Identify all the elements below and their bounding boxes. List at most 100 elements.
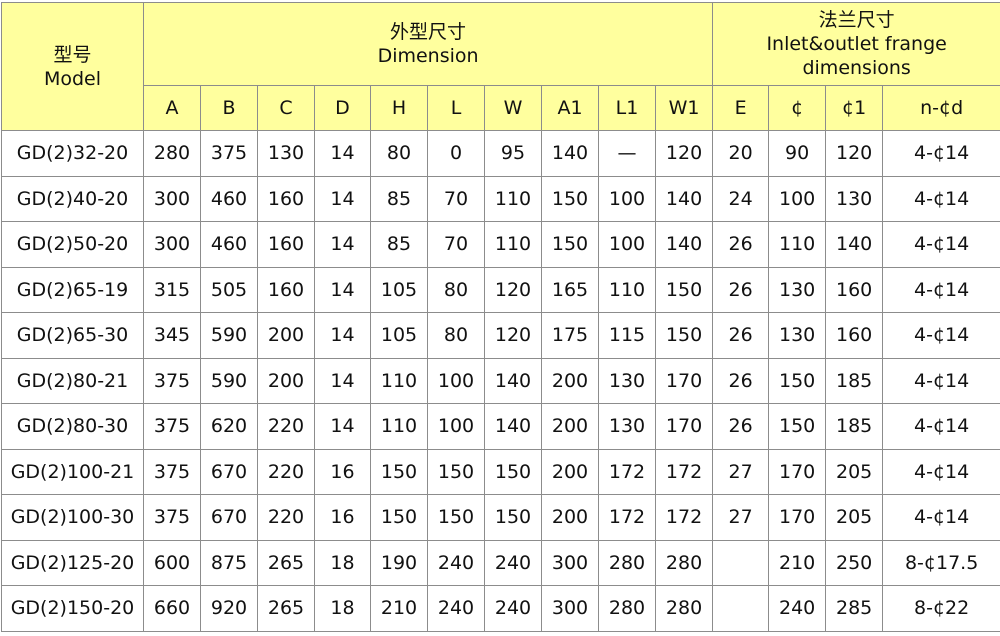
value-cell: 140 xyxy=(656,176,713,222)
value-cell: 130 xyxy=(599,358,656,404)
value-cell: 190 xyxy=(371,540,428,586)
value-cell: 200 xyxy=(542,449,599,495)
flange-header-en-2: dimensions xyxy=(713,56,1000,80)
value-cell: 590 xyxy=(201,358,258,404)
value-cell: 150 xyxy=(428,449,485,495)
value-cell: 300 xyxy=(144,176,201,222)
value-cell: 110 xyxy=(599,267,656,313)
value-cell: 140 xyxy=(485,358,542,404)
value-cell: 172 xyxy=(656,449,713,495)
value-cell: 4-¢14 xyxy=(883,358,1000,404)
value-cell: 140 xyxy=(826,222,883,268)
value-cell: 27 xyxy=(713,495,769,541)
value-cell: 300 xyxy=(542,540,599,586)
value-cell: 240 xyxy=(428,586,485,632)
value-cell: 90 xyxy=(769,131,826,177)
value-cell: 0 xyxy=(428,131,485,177)
value-cell: 115 xyxy=(599,313,656,359)
value-cell: 670 xyxy=(201,495,258,541)
column-header: W1 xyxy=(656,86,713,131)
column-header: ¢1 xyxy=(826,86,883,131)
model-cell: GD(2)125-20 xyxy=(2,540,144,586)
value-cell: 375 xyxy=(144,449,201,495)
value-cell: 660 xyxy=(144,586,201,632)
value-cell: 670 xyxy=(201,449,258,495)
model-cell: GD(2)80-30 xyxy=(2,404,144,450)
column-header: H xyxy=(371,86,428,131)
value-cell: 100 xyxy=(599,176,656,222)
value-cell xyxy=(713,586,769,632)
value-cell: 14 xyxy=(315,222,371,268)
value-cell: 4-¢14 xyxy=(883,131,1000,177)
value-cell: 240 xyxy=(485,586,542,632)
value-cell: 375 xyxy=(144,495,201,541)
value-cell: 95 xyxy=(485,131,542,177)
value-cell: 280 xyxy=(656,586,713,632)
value-cell: 4-¢14 xyxy=(883,176,1000,222)
model-header-cn: 型号 xyxy=(2,43,143,67)
value-cell: 14 xyxy=(315,358,371,404)
column-header: W xyxy=(485,86,542,131)
model-cell: GD(2)65-19 xyxy=(2,267,144,313)
value-cell: 110 xyxy=(769,222,826,268)
value-cell: 920 xyxy=(201,586,258,632)
column-header: A xyxy=(144,86,201,131)
value-cell: 85 xyxy=(371,222,428,268)
value-cell: 300 xyxy=(542,586,599,632)
value-cell: 220 xyxy=(258,449,315,495)
value-cell: 150 xyxy=(371,495,428,541)
column-header: E xyxy=(713,86,769,131)
value-cell: 170 xyxy=(769,495,826,541)
value-cell: 210 xyxy=(371,586,428,632)
dimension-header: 外型尺寸 Dimension xyxy=(144,3,713,86)
value-cell: 315 xyxy=(144,267,201,313)
value-cell: 85 xyxy=(371,176,428,222)
value-cell: 210 xyxy=(769,540,826,586)
value-cell: 150 xyxy=(656,267,713,313)
value-cell: 172 xyxy=(599,495,656,541)
value-cell: 110 xyxy=(371,358,428,404)
model-header-en: Model xyxy=(2,67,143,91)
value-cell: 375 xyxy=(144,404,201,450)
value-cell: 14 xyxy=(315,267,371,313)
model-cell: GD(2)80-21 xyxy=(2,358,144,404)
value-cell: 160 xyxy=(826,267,883,313)
value-cell: 100 xyxy=(428,404,485,450)
flange-header-cn: 法兰尺寸 xyxy=(713,8,1000,32)
value-cell: 185 xyxy=(826,404,883,450)
value-cell: 120 xyxy=(485,313,542,359)
value-cell: 200 xyxy=(258,358,315,404)
flange-header: 法兰尺寸 Inlet&outlet frange dimensions xyxy=(713,3,1000,86)
value-cell: 130 xyxy=(599,404,656,450)
value-cell: 26 xyxy=(713,267,769,313)
value-cell: 200 xyxy=(542,495,599,541)
value-cell: 280 xyxy=(599,540,656,586)
value-cell: 4-¢14 xyxy=(883,495,1000,541)
value-cell: 205 xyxy=(826,495,883,541)
value-cell: 70 xyxy=(428,176,485,222)
model-cell: GD(2)100-21 xyxy=(2,449,144,495)
value-cell: 160 xyxy=(258,267,315,313)
value-cell: 150 xyxy=(485,495,542,541)
value-cell: 280 xyxy=(656,540,713,586)
value-cell: 110 xyxy=(485,222,542,268)
value-cell: 80 xyxy=(371,131,428,177)
model-cell: GD(2)100-30 xyxy=(2,495,144,541)
value-cell: 4-¢14 xyxy=(883,449,1000,495)
value-cell: 875 xyxy=(201,540,258,586)
value-cell: 18 xyxy=(315,586,371,632)
column-header: L1 xyxy=(599,86,656,131)
value-cell: 110 xyxy=(485,176,542,222)
value-cell: 600 xyxy=(144,540,201,586)
value-cell: 150 xyxy=(656,313,713,359)
value-cell: 160 xyxy=(258,222,315,268)
value-cell: 100 xyxy=(769,176,826,222)
value-cell: 70 xyxy=(428,222,485,268)
value-cell: 220 xyxy=(258,495,315,541)
value-cell: 4-¢14 xyxy=(883,222,1000,268)
value-cell: 100 xyxy=(599,222,656,268)
